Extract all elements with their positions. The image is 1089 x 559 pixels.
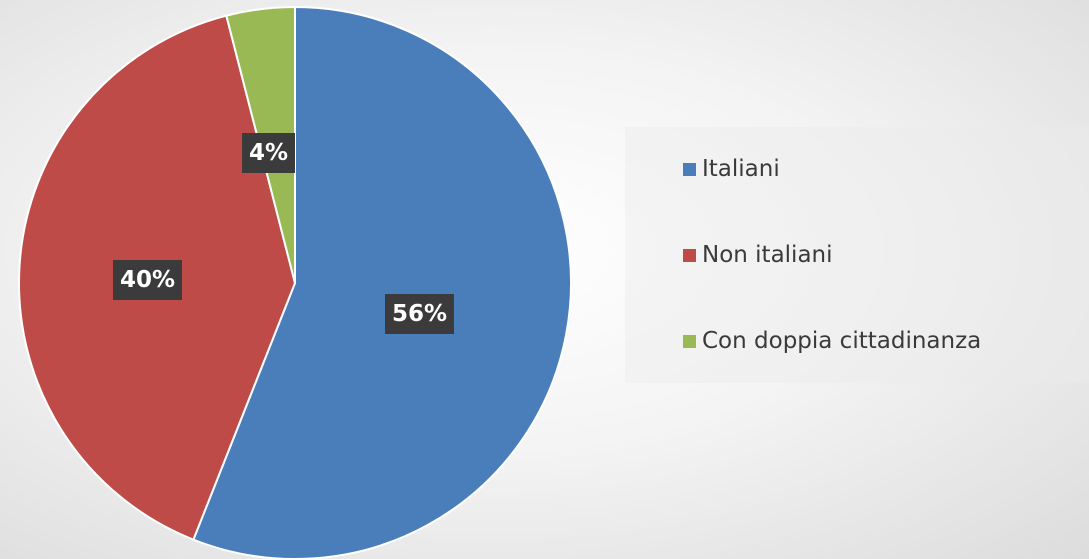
legend-item-doppia-cittadinanza: Con doppia cittadinanza [683, 328, 981, 354]
legend-label-italiani: Italiani [702, 156, 780, 182]
legend-swatch-italiani [683, 162, 696, 176]
pie-slice-italiani [192, 5, 572, 559]
legend-swatch-non-italiani [683, 248, 696, 262]
legend: Italiani Non italiani Con doppia cittadi… [625, 127, 1089, 383]
legend-swatch-doppia-cittadinanza [683, 334, 696, 348]
legend-label-non-italiani: Non italiani [702, 242, 833, 268]
data-label-italiani: 56% [385, 294, 455, 334]
legend-item-italiani: Italiani [683, 156, 780, 182]
data-label-non-italiani: 40% [113, 260, 183, 300]
legend-label-doppia-cittadinanza: Con doppia cittadinanza [702, 328, 982, 354]
data-label-doppia-cittadinanza: 4% [242, 133, 296, 173]
legend-item-non-italiani: Non italiani [683, 242, 833, 268]
